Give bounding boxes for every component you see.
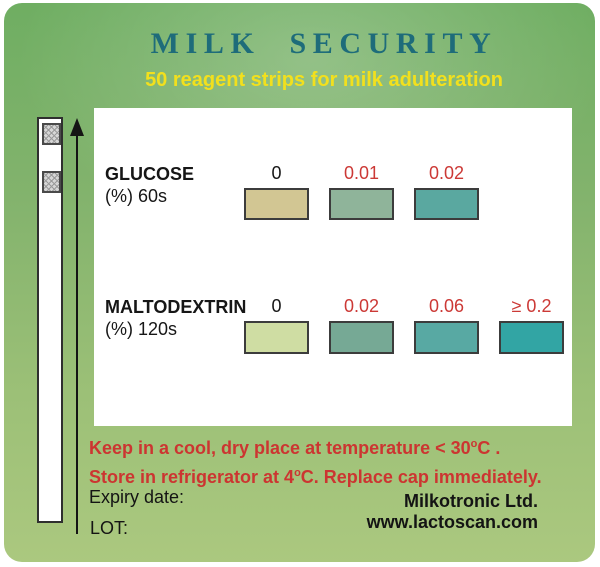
test-strip-illustration (37, 117, 63, 523)
maltodextrin-row-label: MALTODEXTRIN (%) 120s (105, 296, 246, 340)
label-background: MILK SECURITY 50 reagent strips for milk… (4, 3, 595, 562)
maltodextrin-col-2: 0.06 (414, 296, 479, 354)
analyte-unit: (%) 60s (105, 186, 168, 206)
product-subtitle: 50 reagent strips for milk adulteration (145, 69, 503, 91)
manufacturer-block: Milkotronic Ltd. www.lactoscan.com (367, 491, 538, 533)
glucose-row-label: GLUCOSE (%) 60s (105, 163, 194, 207)
concentration-value: 0 (271, 296, 282, 316)
color-swatch (414, 321, 479, 354)
analyte-unit: (%) 120s (105, 319, 178, 339)
concentration-value: 0.02 (428, 163, 465, 183)
reagent-pad-glucose (42, 123, 61, 145)
color-swatch (244, 188, 309, 220)
color-swatch (329, 321, 394, 354)
reagent-pad-maltodextrin (42, 171, 61, 193)
maltodextrin-col-1: 0.02 (329, 296, 394, 354)
product-title: MILK SECURITY (150, 27, 498, 60)
color-swatch (244, 321, 309, 354)
expiry-date-label: Expiry date: (89, 487, 185, 507)
concentration-value: 0.02 (343, 296, 380, 316)
glucose-col-2: 0.02 (414, 163, 479, 220)
analyte-name: MALTODEXTRIN (105, 297, 247, 317)
maltodextrin-col-0: 0 (244, 296, 309, 354)
maltodextrin-col-3: ≥ 0.2 (499, 296, 564, 354)
glucose-col-0: 0 (244, 163, 309, 220)
storage-warning-line2: Store in refrigerator at 4oC. Replace ca… (89, 467, 542, 487)
dip-direction-arrow-icon (76, 131, 78, 534)
storage-warning-line1: Keep in a cool, dry place at temperature… (89, 438, 501, 458)
manufacturer-name: Milkotronic Ltd. (404, 491, 538, 511)
dip-direction-arrowhead-icon (70, 118, 84, 136)
analyte-name: GLUCOSE (105, 164, 195, 184)
storage-warning: Keep in a cool, dry place at temperature… (89, 432, 542, 490)
glucose-col-1: 0.01 (329, 163, 394, 220)
concentration-value: 0.01 (343, 163, 380, 183)
concentration-value: 0 (271, 163, 282, 183)
manufacturer-website: www.lactoscan.com (366, 512, 538, 532)
color-swatch (414, 188, 479, 220)
color-swatch (329, 188, 394, 220)
color-swatch (499, 321, 564, 354)
color-chart-panel: GLUCOSE (%) 60s 0 0.01 0.02 MALTODEXTRIN… (94, 108, 572, 426)
lot-label: LOT: (90, 518, 129, 538)
concentration-value: 0.06 (428, 296, 465, 316)
concentration-value: ≥ 0.2 (511, 296, 552, 316)
